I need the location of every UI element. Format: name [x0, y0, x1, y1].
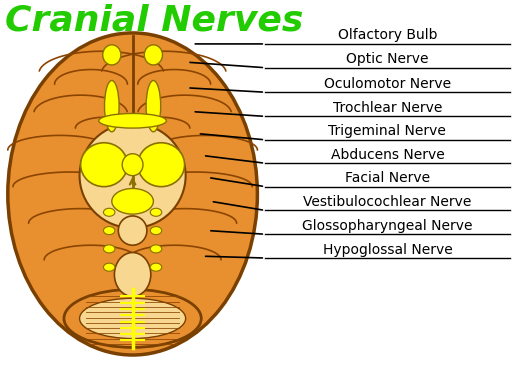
- Ellipse shape: [105, 81, 119, 132]
- Ellipse shape: [114, 253, 151, 296]
- Ellipse shape: [64, 290, 201, 347]
- Text: Optic Nerve: Optic Nerve: [346, 52, 428, 66]
- Ellipse shape: [103, 263, 115, 271]
- Ellipse shape: [103, 245, 115, 253]
- Ellipse shape: [150, 227, 162, 235]
- Text: Glossopharyngeal Nerve: Glossopharyngeal Nerve: [302, 219, 473, 233]
- Ellipse shape: [80, 123, 186, 228]
- Ellipse shape: [103, 208, 115, 216]
- Text: Hypoglossal Nerve: Hypoglossal Nerve: [322, 243, 452, 257]
- Text: Trigeminal Nerve: Trigeminal Nerve: [329, 124, 446, 138]
- Text: Olfactory Bulb: Olfactory Bulb: [337, 29, 437, 42]
- Text: Abducens Nerve: Abducens Nerve: [331, 148, 444, 162]
- Ellipse shape: [150, 245, 162, 253]
- Ellipse shape: [138, 143, 185, 187]
- Ellipse shape: [145, 45, 162, 65]
- Text: Facial Nerve: Facial Nerve: [345, 171, 430, 185]
- Ellipse shape: [8, 33, 257, 355]
- Ellipse shape: [80, 298, 186, 339]
- Ellipse shape: [122, 154, 143, 176]
- Text: Vestibulocochlear Nerve: Vestibulocochlear Nerve: [303, 195, 472, 209]
- Ellipse shape: [102, 45, 121, 65]
- Text: Trochlear Nerve: Trochlear Nerve: [333, 101, 442, 115]
- Ellipse shape: [81, 143, 127, 187]
- Ellipse shape: [150, 208, 162, 216]
- Ellipse shape: [150, 263, 162, 271]
- Ellipse shape: [119, 216, 147, 245]
- Ellipse shape: [99, 113, 166, 128]
- Ellipse shape: [146, 81, 161, 132]
- Text: Cranial Nerves: Cranial Nerves: [5, 4, 304, 38]
- Ellipse shape: [103, 227, 115, 235]
- Text: Oculomotor Nerve: Oculomotor Nerve: [324, 77, 451, 91]
- Ellipse shape: [112, 188, 153, 214]
